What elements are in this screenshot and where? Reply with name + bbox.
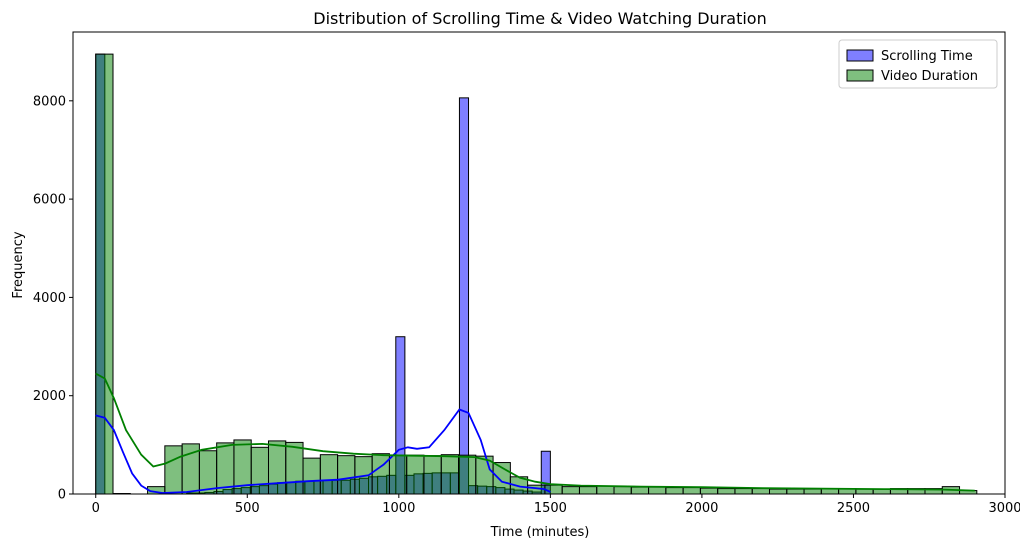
bar-1-12 [319,454,339,495]
legend-label-1: Video Duration [881,69,978,84]
legend-box [838,39,998,89]
bar-1-3 [164,445,183,495]
bar-1-28 [596,485,615,495]
bar-1-31 [648,486,667,495]
x-tick-label-0: 0 [92,501,100,516]
bar-1-17 [406,454,425,495]
y-tick-label-1: 2000 [33,389,66,404]
bar-1-33 [682,487,701,495]
bar-1-18 [423,455,442,495]
legend-swatch-0 [846,49,874,62]
y-axis-title: Frequency [11,231,26,298]
bar-1-40 [803,488,822,495]
y-tick-label-3: 6000 [33,193,66,208]
kde-line-1 [95,372,975,492]
y-tick-label-4: 8000 [33,94,66,109]
bar-1-26 [561,486,580,495]
bar-1-36 [734,488,753,495]
bar-1-5 [198,450,218,495]
x-tick-label-4: 2000 [685,501,718,516]
bar-1-15 [371,453,390,495]
bar-1-20 [458,454,477,495]
x-tick-label-3: 1500 [534,501,567,516]
bar-1-19 [440,454,460,495]
y-tick-label-2: 4000 [33,291,66,306]
x-tick-label-6: 3000 [988,501,1020,516]
plot-frame [72,31,1006,495]
plot-area [95,53,978,495]
y-tick-label-0: 0 [58,488,66,503]
axes: 0 500 1000 1500 2000 2500 3000 0 2000 4000 6000 800… [33,31,1020,516]
bar-1-8 [250,446,269,495]
bar-1-30 [630,486,650,495]
bar-1-13 [337,455,356,495]
chart-title: Distribution of Scrolling Time & Video W… [313,9,766,28]
bar-1-38 [768,488,788,495]
bar-1-37 [751,488,770,495]
x-tick-label-5: 2500 [837,501,870,516]
bar-1-11 [302,457,321,495]
bar-1-0 [95,53,114,495]
legend-swatch-1 [846,69,874,82]
legend-label-0: Scrolling Time [881,49,973,64]
bar-1-35 [717,488,736,495]
bar-1-32 [665,487,684,495]
bar-1-27 [578,486,598,495]
x-axis-title: Time (minutes) [490,525,590,540]
bar-1-29 [613,486,632,495]
x-tick-label-2: 1000 [382,501,415,516]
series-bars-0 [95,53,551,495]
bar-1-39 [786,488,805,495]
bar-0-31 [458,97,470,495]
legend: Scrolling Time Video Duration [838,39,998,89]
kde-line-0 [95,408,551,494]
bar-1-34 [699,487,719,495]
bar-1-25 [544,484,563,495]
bar-1-10 [285,441,304,495]
x-tick-label-1: 500 [235,501,260,516]
bar-1-16 [388,454,408,495]
bar-1-9 [267,440,287,495]
series-bars-1 [95,53,978,495]
